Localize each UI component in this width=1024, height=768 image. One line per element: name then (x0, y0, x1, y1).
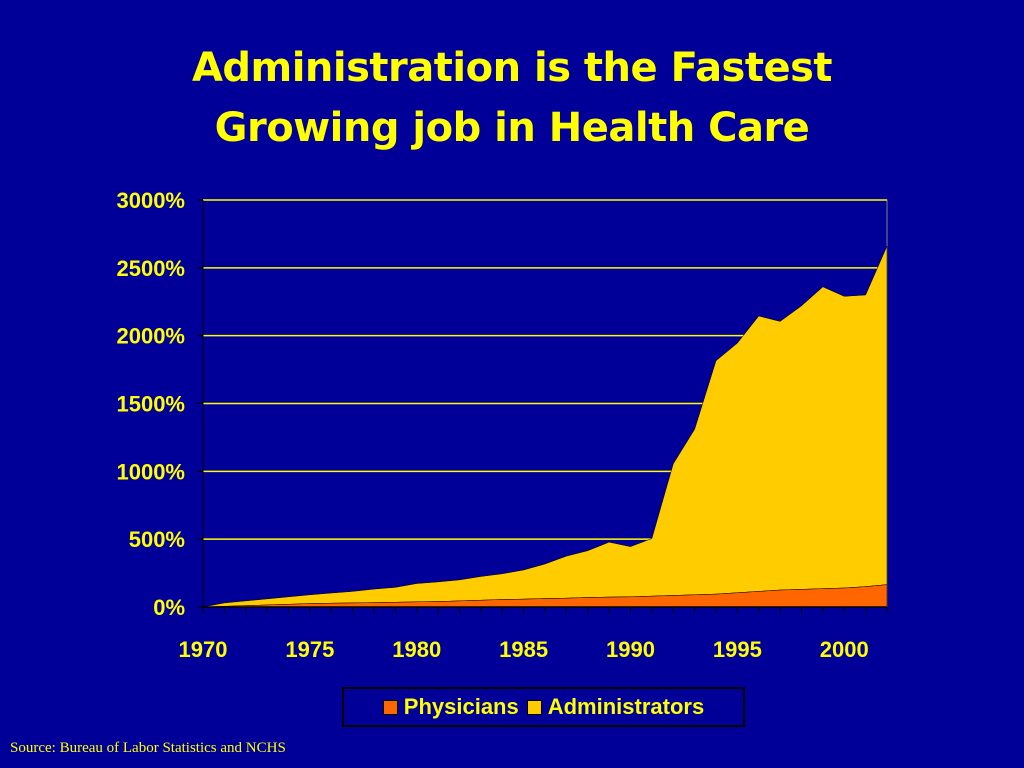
title-line-2: Growing job in Health Care (214, 105, 810, 151)
y-tick-label: 2500% (116, 256, 185, 281)
legend-label-administrators: Administrators (547, 694, 705, 719)
y-tick-label: 0% (153, 595, 185, 620)
y-tick-label: 1500% (116, 392, 185, 417)
x-tick-label: 1980 (392, 637, 441, 662)
y-tick-label: 3000% (116, 188, 185, 213)
x-tick-label: 1985 (499, 637, 548, 662)
x-tick-label: 1970 (179, 637, 228, 662)
title-line-1: Administration is the Fastest (191, 45, 833, 91)
legend-swatch-administrators (526, 699, 542, 715)
legend-item-physicians: Physicians (382, 694, 519, 720)
chart-legend: Physicians Administrators (342, 687, 745, 727)
y-tick-label: 1000% (116, 459, 185, 484)
slide-title: Administration is the Fastest Growing jo… (0, 38, 1024, 158)
x-tick-label: 2000 (820, 637, 869, 662)
legend-label-physicians: Physicians (403, 694, 519, 719)
x-tick-label: 1975 (285, 637, 334, 662)
x-tick-label: 1995 (713, 637, 762, 662)
source-note: Source: Bureau of Labor Statistics and N… (10, 740, 286, 756)
y-tick-label: 2000% (116, 324, 185, 349)
y-tick-label: 500% (129, 527, 185, 552)
legend-item-administrators: Administrators (526, 694, 705, 720)
legend-swatch-physicians (382, 699, 398, 715)
area-series-administrators (202, 246, 888, 608)
x-tick-label: 1990 (606, 637, 655, 662)
